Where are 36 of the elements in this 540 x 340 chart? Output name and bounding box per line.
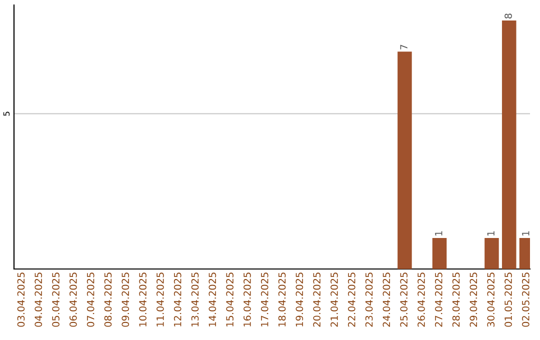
data-label: 1 bbox=[487, 231, 494, 236]
x-tick-label: 28.04.2025 bbox=[452, 272, 460, 327]
x-tick-label: 10.04.2025 bbox=[139, 272, 146, 326]
x-tick-label: 26.04.2025 bbox=[418, 272, 425, 327]
x-tick-label: 16.04.2025 bbox=[244, 272, 251, 326]
x-tick-label: 24.04.2025 bbox=[382, 272, 390, 327]
x-tick-label: 17.04.2025 bbox=[260, 272, 268, 326]
x-tick-label: 03.04.2025 bbox=[17, 272, 25, 327]
data-label: 7 bbox=[400, 44, 408, 50]
x-tick-label: 12.04.2025 bbox=[174, 272, 182, 326]
x-tick-label: 27.04.2025 bbox=[434, 272, 442, 327]
x-tick-label: 09.04.2025 bbox=[122, 272, 130, 327]
x-tick-label: 25.04.2025 bbox=[400, 272, 408, 327]
x-tick-label: 05.04.2025 bbox=[52, 272, 60, 327]
y-tick-label: 5 bbox=[3, 112, 10, 116]
x-tick-label: 01.05.2025 bbox=[504, 272, 512, 327]
x-tick-label: 30.04.2025 bbox=[487, 272, 495, 327]
x-tick-label: 19.04.2025 bbox=[296, 272, 304, 326]
x-tick-label: 18.04.2025 bbox=[278, 272, 286, 326]
data-label: 8 bbox=[504, 14, 512, 18]
x-tick-label: 04.04.2025 bbox=[34, 272, 42, 327]
x-tick-label: 23.04.2025 bbox=[365, 272, 373, 327]
data-label: 1 bbox=[522, 231, 530, 236]
x-tick-label: 14.04.2025 bbox=[208, 272, 216, 326]
x-tick-label: 20.04.2025 bbox=[313, 272, 321, 327]
x-tick-label: 21.04.2025 bbox=[330, 272, 338, 327]
x-tick-label: 13.04.2025 bbox=[191, 272, 199, 326]
x-tick-label: 07.04.2025 bbox=[86, 272, 94, 327]
x-tick-label: 02.05.2025 bbox=[522, 272, 530, 327]
x-tick-label: 15.04.2025 bbox=[226, 272, 234, 326]
x-tick-label: 22.04.2025 bbox=[348, 272, 356, 327]
x-tick-label: 11.04.2025 bbox=[156, 272, 164, 326]
x-tick-label: 06.04.2025 bbox=[70, 272, 77, 327]
x-tick-label: 29.04.2025 bbox=[470, 272, 478, 327]
data-label: 1 bbox=[435, 231, 442, 236]
x-tick-label: 08.04.2025 bbox=[104, 272, 112, 327]
